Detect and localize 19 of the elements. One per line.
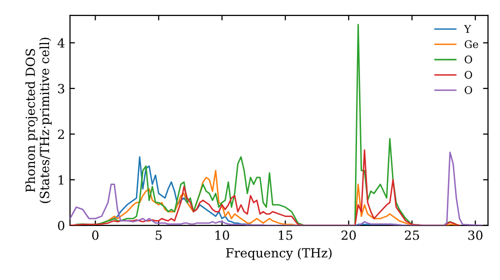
x-tick-label: 10 <box>216 230 230 240</box>
y-tick-label: 0 <box>58 220 64 230</box>
y-tick-label: 3 <box>58 84 64 94</box>
legend-label: O <box>464 86 472 94</box>
legend-label: O <box>464 56 472 64</box>
x-tick-label: 20 <box>342 230 356 240</box>
legend-label: O <box>464 70 472 79</box>
x-tick-label: 0 <box>92 230 98 240</box>
x-tick-label: 15 <box>278 230 292 240</box>
x-axis-title: Frequency (THz) <box>226 248 332 260</box>
y-tick-label: 4 <box>58 38 65 48</box>
x-tick-label: 30 <box>468 230 482 240</box>
y-axis-title: Phonon projected DOS (States/THz·primitive cell) <box>25 38 52 204</box>
y-tick-label: 1 <box>58 175 64 184</box>
x-tick-label: 25 <box>404 230 419 240</box>
x-tick-label: 5 <box>156 230 162 240</box>
legend-label: Y <box>464 25 472 33</box>
y-tick-label: 2 <box>58 130 64 139</box>
legend-label: Ge <box>464 40 478 48</box>
